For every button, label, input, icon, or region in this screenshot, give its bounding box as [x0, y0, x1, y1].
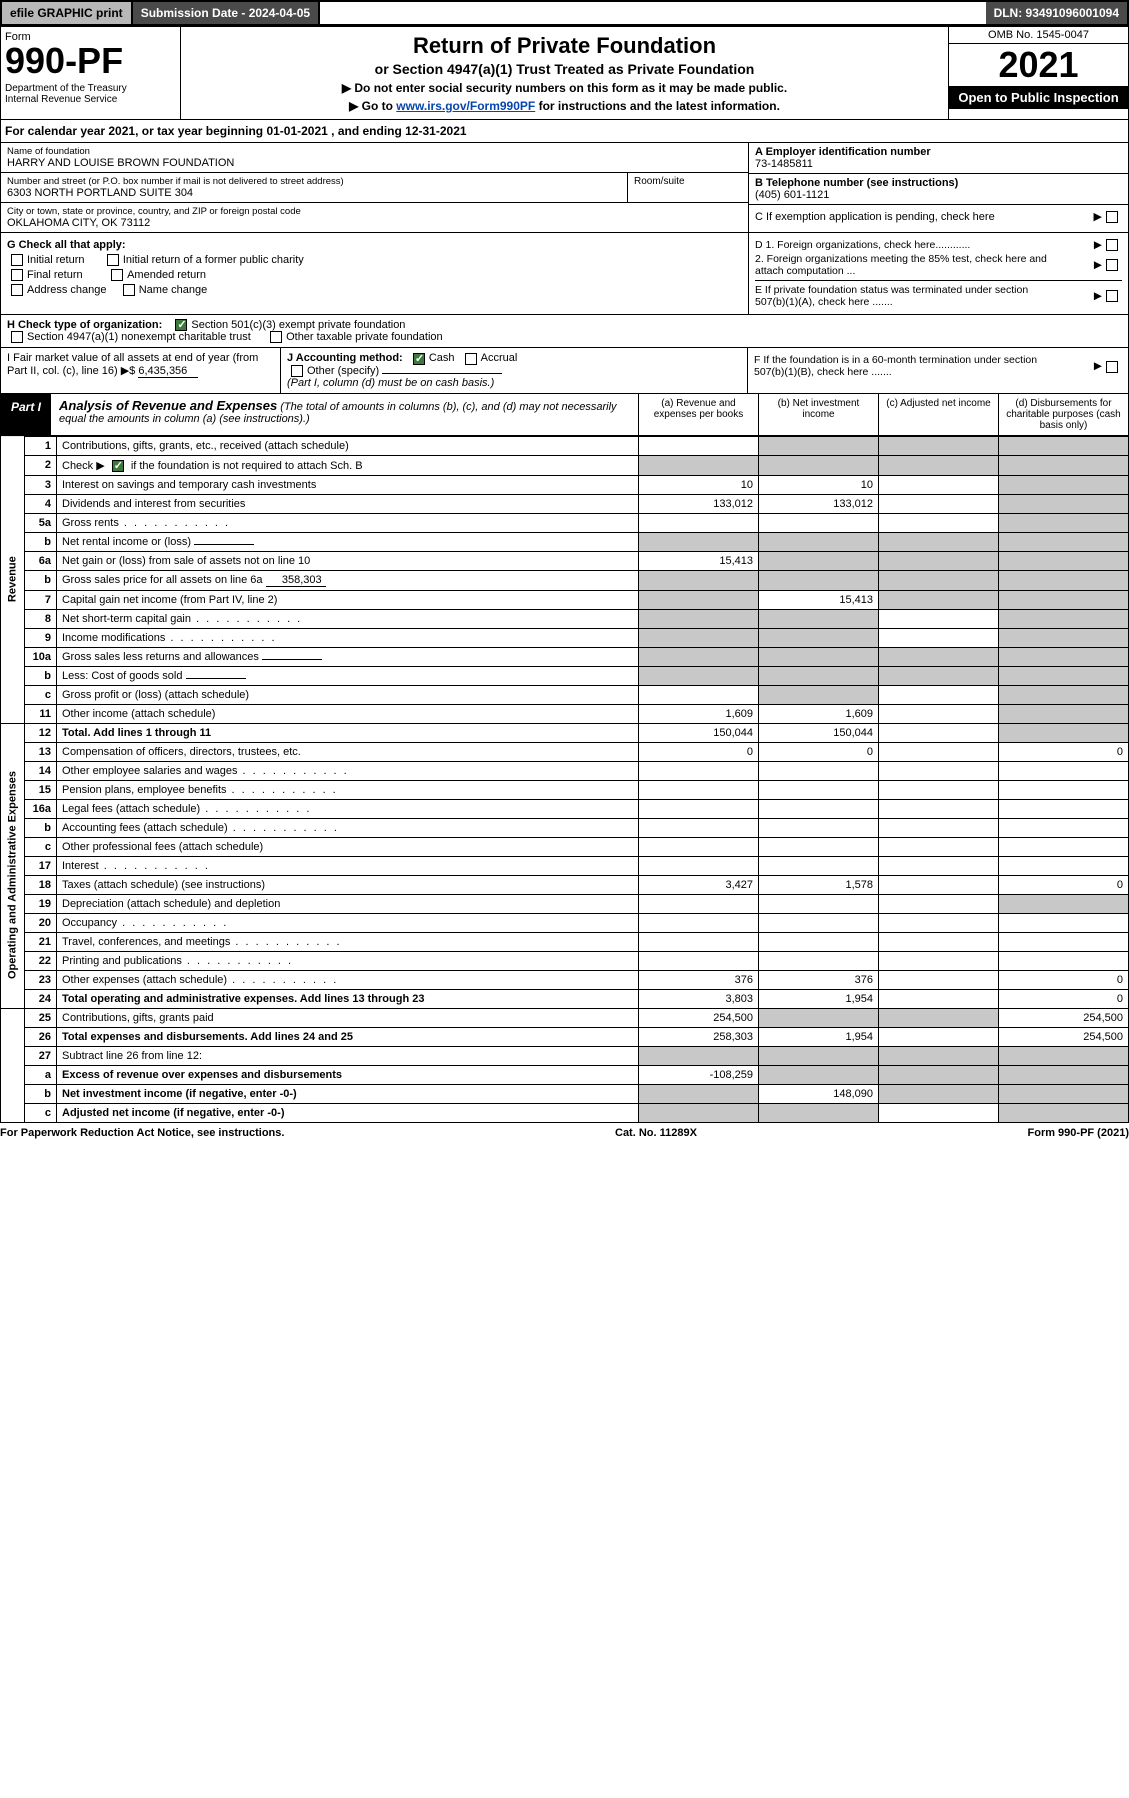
- submission-date: Submission Date - 2024-04-05: [133, 2, 320, 24]
- topbar: efile GRAPHIC print Submission Date - 20…: [0, 0, 1129, 26]
- c-checkbox[interactable]: [1106, 211, 1118, 223]
- cash-checkbox[interactable]: [413, 353, 425, 365]
- section-h: H Check type of organization: Section 50…: [0, 315, 1129, 348]
- section-i: I Fair market value of all assets at end…: [0, 348, 1129, 393]
- open-to-public: Open to Public Inspection: [949, 86, 1128, 109]
- g-label: G Check all that apply:: [7, 239, 126, 251]
- revenue-side-label: Revenue: [1, 436, 25, 723]
- phone-value: (405) 601-1121: [755, 189, 1122, 201]
- fmv-value: 6,435,356: [138, 365, 198, 378]
- dln: DLN: 93491096001094: [986, 2, 1127, 24]
- 4947-checkbox[interactable]: [11, 331, 23, 343]
- foundation-name: HARRY AND LOUISE BROWN FOUNDATION: [7, 157, 742, 169]
- ssn-warning: ▶ Do not enter social security numbers o…: [187, 81, 942, 95]
- j-label: J Accounting method:: [287, 352, 403, 364]
- line6a-sales: 358,303: [266, 574, 326, 587]
- i-label: I Fair market value of all assets at end…: [7, 352, 258, 377]
- ein-value: 73-1485811: [755, 158, 1122, 170]
- col-c-header: (c) Adjusted net income: [878, 394, 998, 435]
- dept-treasury: Department of the Treasury Internal Reve…: [5, 83, 176, 105]
- initial-former-checkbox[interactable]: [107, 254, 119, 266]
- cash-basis-note: (Part I, column (d) must be on cash basi…: [287, 377, 494, 389]
- form-number: 990-PF: [5, 43, 176, 79]
- form-subtitle: or Section 4947(a)(1) Trust Treated as P…: [187, 61, 942, 77]
- goto-line: ▶ Go to www.irs.gov/Form990PF for instru…: [187, 99, 942, 113]
- part-i-label: Part I: [1, 394, 51, 435]
- other-method-checkbox[interactable]: [291, 365, 303, 377]
- name-label: Name of foundation: [7, 146, 742, 157]
- d1-label: D 1. Foreign organizations, check here..…: [755, 239, 970, 251]
- page-footer: For Paperwork Reduction Act Notice, see …: [0, 1123, 1129, 1143]
- form-title: Return of Private Foundation: [187, 33, 942, 59]
- street-address: 6303 NORTH PORTLAND SUITE 304: [7, 187, 621, 199]
- arrow-icon: ▶: [1094, 210, 1102, 223]
- amended-return-checkbox[interactable]: [111, 269, 123, 281]
- initial-return-checkbox[interactable]: [11, 254, 23, 266]
- irs-link[interactable]: www.irs.gov/Form990PF: [396, 99, 535, 113]
- c-exemption-label: C If exemption application is pending, c…: [755, 211, 995, 223]
- foundation-info: Name of foundation HARRY AND LOUISE BROW…: [0, 143, 1129, 233]
- d1-checkbox[interactable]: [1106, 239, 1118, 251]
- form-header: Form 990-PF Department of the Treasury I…: [0, 26, 1129, 120]
- part-i-table: Revenue 1Contributions, gifts, grants, e…: [0, 436, 1129, 1123]
- calendar-year-line: For calendar year 2021, or tax year begi…: [0, 120, 1129, 143]
- part-i-title: Analysis of Revenue and Expenses: [59, 398, 277, 413]
- room-suite-label: Room/suite: [628, 173, 748, 202]
- city-state-zip: OKLAHOMA CITY, OK 73112: [7, 217, 742, 229]
- col-b-header: (b) Net investment income: [758, 394, 878, 435]
- expenses-side-label: Operating and Administrative Expenses: [1, 742, 25, 1008]
- f-checkbox[interactable]: [1106, 361, 1118, 373]
- d2-checkbox[interactable]: [1106, 259, 1118, 271]
- accrual-checkbox[interactable]: [465, 353, 477, 365]
- part-i-header: Part I Analysis of Revenue and Expenses …: [0, 394, 1129, 436]
- form-ref: Form 990-PF (2021): [1028, 1127, 1129, 1139]
- other-taxable-checkbox[interactable]: [270, 331, 282, 343]
- schb-checkbox[interactable]: [112, 460, 124, 472]
- 501c3-checkbox[interactable]: [175, 319, 187, 331]
- address-change-checkbox[interactable]: [11, 284, 23, 296]
- name-change-checkbox[interactable]: [123, 284, 135, 296]
- section-g: G Check all that apply: Initial return I…: [0, 233, 1129, 315]
- city-label: City or town, state or province, country…: [7, 206, 742, 217]
- col-d-header: (d) Disbursements for charitable purpose…: [998, 394, 1128, 435]
- f-label: F If the foundation is in a 60-month ter…: [754, 354, 1054, 378]
- addr-label: Number and street (or P.O. box number if…: [7, 176, 621, 187]
- phone-label: B Telephone number (see instructions): [755, 177, 1122, 189]
- h-label: H Check type of organization:: [7, 319, 162, 331]
- final-return-checkbox[interactable]: [11, 269, 23, 281]
- e-label: E If private foundation status was termi…: [755, 284, 1055, 308]
- tax-year: 2021: [949, 44, 1128, 86]
- efile-print[interactable]: efile GRAPHIC print: [2, 2, 133, 24]
- col-a-header: (a) Revenue and expenses per books: [638, 394, 758, 435]
- paperwork-notice: For Paperwork Reduction Act Notice, see …: [0, 1127, 284, 1139]
- cat-no: Cat. No. 11289X: [615, 1127, 697, 1139]
- ein-label: A Employer identification number: [755, 146, 1122, 158]
- d2-label: 2. Foreign organizations meeting the 85%…: [755, 253, 1055, 277]
- omb-number: OMB No. 1545-0047: [949, 27, 1128, 44]
- e-checkbox[interactable]: [1106, 290, 1118, 302]
